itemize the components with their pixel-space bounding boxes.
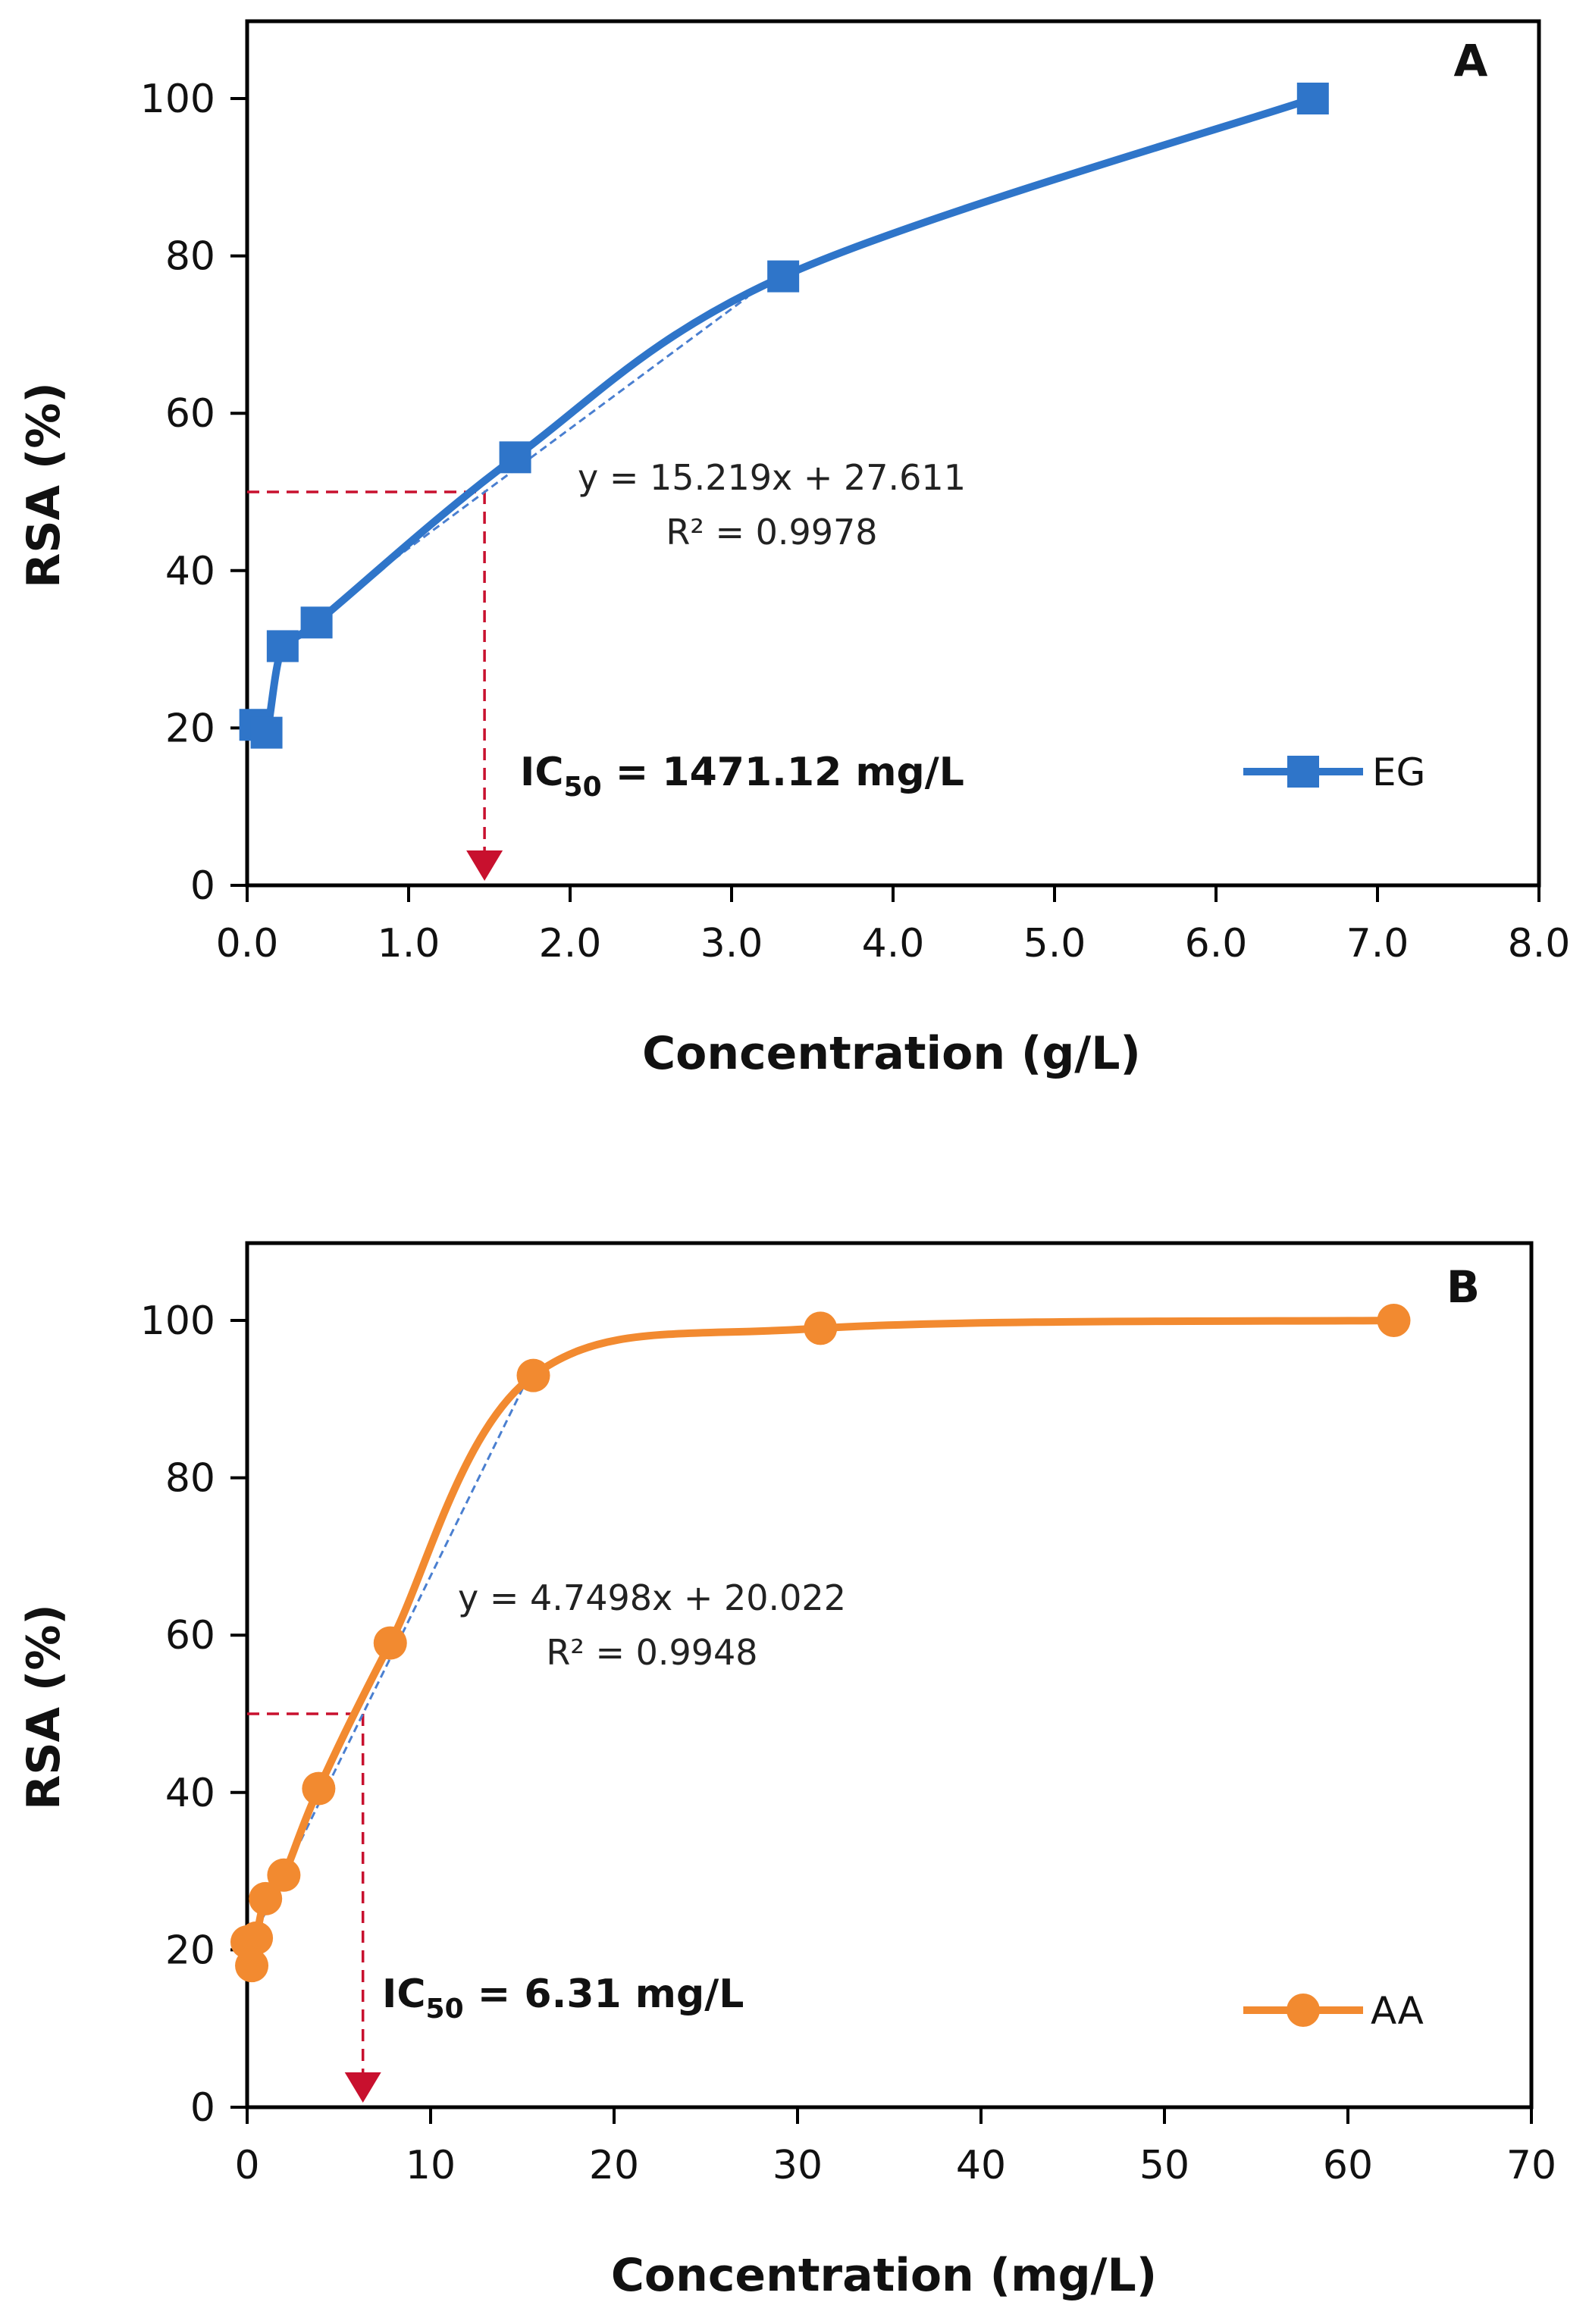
data-point-marker	[302, 1771, 336, 1806]
panel-b-series-aa	[230, 1304, 1411, 1983]
x-tick-label: 0.0	[216, 921, 279, 966]
data-point-marker	[1377, 1304, 1411, 1337]
ic50-arrowhead	[466, 850, 503, 881]
panel-b-plot-frame	[245, 1241, 1534, 2109]
panel-b-ticks: 0 10 20 30 40 50 60 70 0 20 40 60 80 100	[140, 1298, 1556, 2188]
x-tick-label: 1.0	[378, 921, 440, 966]
data-point-marker	[235, 1949, 269, 1983]
x-tick-label: 2.0	[539, 921, 602, 966]
x-tick-label: 60	[1323, 2143, 1373, 2188]
data-point-marker	[767, 260, 800, 293]
panel-a-trend-equation: y = 15.219x + 27.611	[578, 457, 966, 498]
data-point-marker	[373, 1626, 407, 1660]
y-tick-label: 60	[165, 1613, 215, 1658]
panel-b-legend: AA	[1243, 1989, 1424, 2033]
data-point-marker	[804, 1311, 838, 1345]
panel-a-legend-label: EG	[1372, 750, 1425, 794]
panel-a-chart: A 0.0 1.0 2.0 3.0 4.0 5.0 6.0 7.0 8.0 0 20 40 60 80 10…	[17, 19, 1571, 1080]
y-tick-label: 80	[165, 1456, 215, 1502]
x-tick-label: 8.0	[1508, 921, 1571, 966]
data-point-marker	[1296, 83, 1329, 114]
x-tick-label: 4.0	[862, 921, 925, 966]
panel-b-trend-r2: R² = 0.9948	[546, 1632, 757, 1673]
x-tick-label: 6.0	[1185, 921, 1248, 966]
x-tick-label: 3.0	[700, 921, 763, 966]
panel-a-x-axis-title: Concentration (g/L)	[642, 1027, 1141, 1080]
ic50-arrowhead	[344, 2072, 381, 2103]
data-point-marker	[516, 1358, 550, 1392]
x-tick-label: 50	[1139, 2143, 1189, 2188]
x-tick-label: 30	[773, 2143, 823, 2188]
panel-a-ticks: 0.0 1.0 2.0 3.0 4.0 5.0 6.0 7.0 8.0 0 20 40 60 80 100	[140, 77, 1571, 966]
x-tick-label: 0	[234, 2143, 259, 2188]
data-point-marker	[499, 441, 531, 474]
panel-b-legend-marker	[1287, 1994, 1320, 2027]
panel-b-label: B	[1446, 1261, 1480, 1313]
panel-b-ic50-label: IC50 = 6.31 mg/L	[382, 1972, 744, 2025]
data-point-marker	[267, 1858, 301, 1892]
x-tick-label: 10	[406, 2143, 456, 2188]
panel-a-series-eg	[239, 83, 1329, 749]
panel-a-trend-r2: R² = 0.9978	[666, 512, 877, 553]
panel-b-ic50-guides	[247, 1712, 381, 2103]
panel-a-ic50-label: IC50 = 1471.12 mg/L	[520, 750, 964, 803]
x-tick-label: 20	[589, 2143, 639, 2188]
panel-b-legend-label: AA	[1371, 1989, 1424, 2033]
series-line	[251, 95, 1317, 741]
linear-trendline	[384, 296, 749, 568]
data-point-marker	[300, 606, 333, 639]
panel-b-x-axis-title: Concentration (mg/L)	[611, 2249, 1157, 2302]
y-tick-label: 60	[165, 391, 215, 437]
panel-b-y-axis-title: RSA (%)	[17, 1604, 71, 1810]
panel-a-legend-marker	[1287, 756, 1319, 788]
y-tick-label: 80	[165, 234, 215, 280]
panel-b-trend-equation: y = 4.7498x + 20.022	[458, 1577, 846, 1618]
y-tick-label: 100	[140, 1298, 215, 1344]
panel-a-label: A	[1454, 35, 1488, 86]
panel-b-trendline	[246, 1366, 534, 1950]
y-tick-label: 0	[190, 2085, 215, 2131]
panel-a-ic50-guides	[247, 490, 503, 881]
x-tick-label: 5.0	[1023, 921, 1086, 966]
y-tick-label: 20	[165, 1928, 215, 1973]
panel-b-chart: B 0 10 20 30 40 50 60 70 0 20 40 60 80 100 y = 4.7498…	[17, 1241, 1556, 2302]
linear-trendline	[246, 1366, 534, 1950]
panel-a-y-axis-title: RSA (%)	[17, 382, 71, 588]
x-tick-label: 40	[956, 2143, 1006, 2188]
y-tick-label: 40	[165, 549, 215, 594]
data-point-marker	[266, 630, 299, 662]
data-point-marker	[249, 1881, 283, 1915]
y-tick-label: 20	[165, 706, 215, 751]
y-tick-label: 100	[140, 77, 215, 122]
data-point-marker	[240, 1921, 274, 1955]
panel-a-trendline	[384, 296, 749, 568]
panel-a-legend: EG	[1243, 750, 1425, 794]
data-point-marker	[250, 716, 283, 749]
x-tick-label: 7.0	[1346, 921, 1409, 966]
y-tick-label: 40	[165, 1771, 215, 1816]
y-tick-label: 0	[190, 863, 215, 909]
series-line	[243, 1317, 1398, 1970]
x-tick-label: 70	[1506, 2143, 1556, 2188]
